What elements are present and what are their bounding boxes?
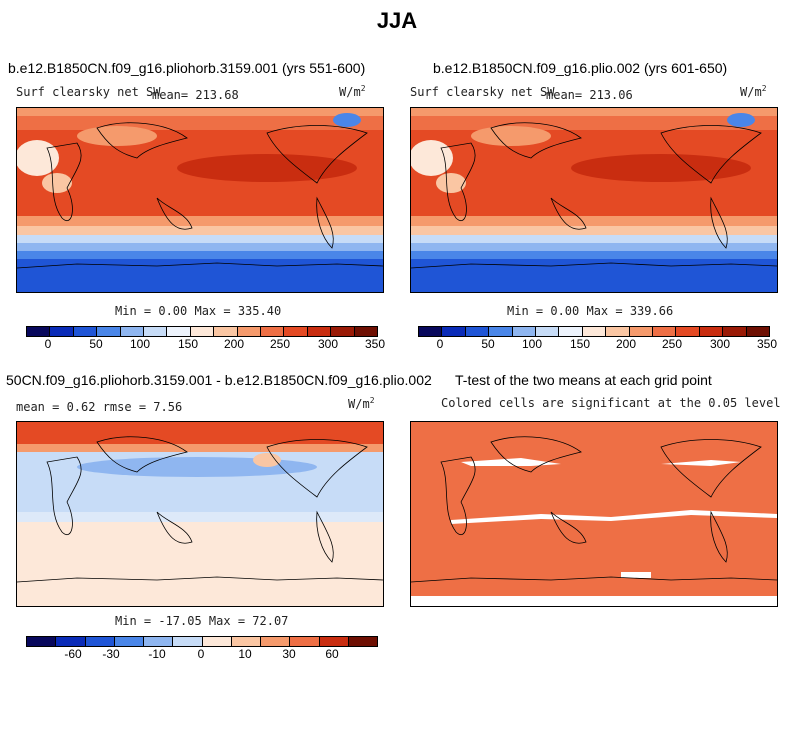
colorbar-swatch (56, 637, 86, 646)
colorbar-tick-label: -60 (64, 647, 82, 661)
panel3-map (16, 421, 384, 607)
colorbar-swatch (144, 637, 174, 646)
colorbar-swatch (465, 327, 490, 336)
colorbar-tick-label: 0 (44, 337, 52, 351)
colorbar-swatch (699, 327, 724, 336)
colorbar-swatch (653, 327, 677, 336)
colorbar-swatch (114, 637, 144, 646)
colorbar-tick-label: 300 (317, 337, 339, 351)
colorbar-swatch (284, 327, 308, 336)
panel1-units: W/m2 (339, 84, 366, 99)
colorbar-swatch (442, 327, 466, 336)
colorbar-swatch (261, 637, 291, 646)
panel2-map-field (411, 108, 777, 292)
colorbar-swatch (85, 637, 115, 646)
colorbar-swatch (231, 637, 261, 646)
colorbar-tick-label: 100 (129, 337, 151, 351)
panel2-units: W/m2 (740, 84, 767, 99)
colorbar-swatch (290, 637, 320, 646)
panel2-mean: mean= 213.06 (546, 88, 633, 102)
colorbar-swatch (536, 327, 560, 336)
panel3-minmax: Min = -17.05 Max = 72.07 (115, 614, 289, 628)
colorbar-swatch (489, 327, 513, 336)
colorbar-swatch (167, 327, 191, 336)
panel1-variable: Surf clearsky net SW (16, 85, 161, 99)
colorbar-tick-label: 150 (177, 337, 199, 351)
figure-title: JJA (376, 8, 418, 33)
panel4-map (410, 421, 778, 607)
colorbar-swatch (27, 327, 51, 336)
colorbar-swatch (144, 327, 168, 336)
panel3-title: 50CN.f09_g16.pliohorb.3159.001 - b.e12.B… (6, 372, 432, 388)
colorbar-swatch (746, 327, 770, 336)
colorbar-swatch (190, 327, 215, 336)
colorbar-swatch (202, 637, 232, 646)
colorbar-tick-label: 350 (364, 337, 386, 351)
panel3-colorbar-labels: -60 -30 -10 0 10 30 60 (26, 647, 378, 663)
colorbar-swatch (629, 327, 654, 336)
panel1-map-field (17, 108, 383, 292)
colorbar-tick-label: 0 (197, 647, 205, 661)
colorbar-tick-label: -10 (148, 647, 166, 661)
colorbar-tick-label: 60 (325, 647, 339, 661)
panel3-stats: mean = 0.62 rmse = 7.56 (16, 400, 183, 414)
colorbar-swatch (354, 327, 378, 336)
colorbar-tick-label: 300 (709, 337, 731, 351)
panel3-colorbar (26, 636, 378, 647)
panel2-map (410, 107, 778, 293)
panel2-colorbar (418, 326, 770, 337)
panel2-title: b.e12.B1850CN.f09_g16.plio.002 (yrs 601-… (433, 60, 728, 76)
panel3-map-field (17, 422, 383, 606)
colorbar-tick-label: 50 (481, 337, 495, 351)
colorbar-swatch (214, 327, 238, 336)
colorbar-swatch (331, 327, 355, 336)
colorbar-swatch (27, 637, 57, 646)
colorbar-swatch (319, 637, 349, 646)
colorbar-tick-label: 50 (89, 337, 103, 351)
colorbar-swatch (261, 327, 285, 336)
panel2-variable: Surf clearsky net SW (410, 85, 555, 99)
colorbar-swatch (559, 327, 583, 336)
panel4-map-field (411, 422, 777, 606)
colorbar-tick-label: 10 (238, 647, 252, 661)
colorbar-swatch (237, 327, 262, 336)
colorbar-swatch (173, 637, 203, 646)
panel4-title: T-test of the two means at each grid poi… (455, 372, 712, 388)
colorbar-tick-label: 350 (756, 337, 778, 351)
panel3-units: W/m2 (348, 396, 375, 411)
colorbar-swatch (307, 327, 332, 336)
colorbar-tick-label: 250 (269, 337, 291, 351)
colorbar-swatch (97, 327, 121, 336)
colorbar-tick-label: 200 (223, 337, 245, 351)
colorbar-swatch (419, 327, 443, 336)
colorbar-tick-label: 100 (521, 337, 543, 351)
panel4-subtitle: Colored cells are significant at the 0.0… (441, 396, 781, 410)
colorbar-swatch (348, 637, 377, 646)
colorbar-swatch (676, 327, 700, 336)
colorbar-swatch (73, 327, 98, 336)
panel1-colorbar-labels: 0 50 100 150 200 250 300 350 (26, 337, 385, 353)
colorbar-swatch (120, 327, 145, 336)
colorbar-swatch (512, 327, 537, 336)
panel1-minmax: Min = 0.00 Max = 335.40 (115, 304, 282, 318)
panel2-colorbar-labels: 0 50 100 150 200 250 300 350 (418, 337, 777, 353)
colorbar-tick-label: 0 (436, 337, 444, 351)
colorbar-tick-label: -30 (102, 647, 120, 661)
colorbar-tick-label: 200 (615, 337, 637, 351)
colorbar-tick-label: 150 (569, 337, 591, 351)
colorbar-tick-label: 30 (282, 647, 296, 661)
colorbar-swatch (50, 327, 74, 336)
colorbar-swatch (723, 327, 747, 336)
panel1-mean: mean= 213.68 (152, 88, 239, 102)
colorbar-swatch (582, 327, 607, 336)
panel1-title: b.e12.B1850CN.f09_g16.pliohorb.3159.001 … (8, 60, 366, 76)
panel1-colorbar (26, 326, 378, 337)
panel1-map (16, 107, 384, 293)
colorbar-tick-label: 250 (661, 337, 683, 351)
panel2-minmax: Min = 0.00 Max = 339.66 (507, 304, 674, 318)
colorbar-swatch (606, 327, 630, 336)
